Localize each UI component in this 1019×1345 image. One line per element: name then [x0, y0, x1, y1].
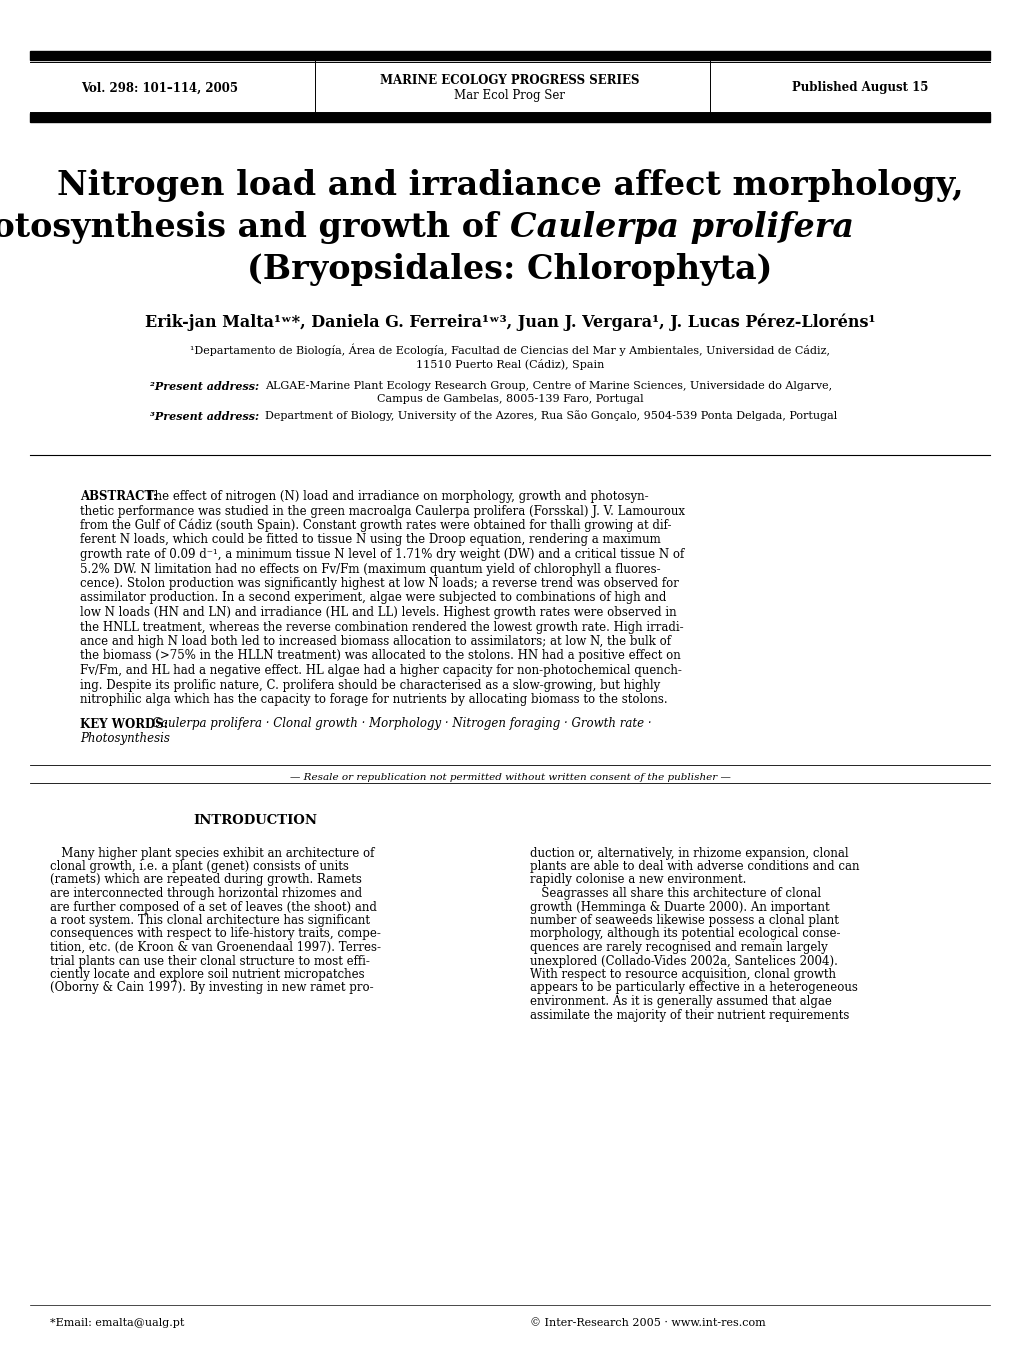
- Text: The effect of nitrogen (N) load and irradiance on morphology, growth and photosy: The effect of nitrogen (N) load and irra…: [143, 490, 648, 503]
- Text: cence). Stolon production was significantly highest at low N loads; a reverse tr: cence). Stolon production was significan…: [79, 577, 679, 590]
- Text: — Resale or republication not permitted without written consent of the publisher: — Resale or republication not permitted …: [289, 772, 730, 781]
- Text: clonal growth, i.e. a plant (genet) consists of units: clonal growth, i.e. a plant (genet) cons…: [50, 859, 348, 873]
- Text: © Inter-Research 2005 · www.int-res.com: © Inter-Research 2005 · www.int-res.com: [530, 1318, 765, 1328]
- Text: Campus de Gambelas, 8005-139 Faro, Portugal: Campus de Gambelas, 8005-139 Faro, Portu…: [376, 394, 643, 404]
- Text: Vol. 298: 101–114, 2005: Vol. 298: 101–114, 2005: [82, 82, 238, 94]
- Text: Many higher plant species exhibit an architecture of: Many higher plant species exhibit an arc…: [50, 846, 374, 859]
- Text: trial plants can use their clonal structure to most effi-: trial plants can use their clonal struct…: [50, 955, 370, 967]
- Text: unexplored (Collado-Vides 2002a, Santelices 2004).: unexplored (Collado-Vides 2002a, Santeli…: [530, 955, 837, 967]
- Text: quences are rarely recognised and remain largely: quences are rarely recognised and remain…: [530, 941, 827, 954]
- Text: ABSTRACT:: ABSTRACT:: [79, 490, 157, 503]
- Text: rapidly colonise a new environment.: rapidly colonise a new environment.: [530, 873, 746, 886]
- Text: consequences with respect to life-history traits, compe-: consequences with respect to life-histor…: [50, 928, 380, 940]
- Text: the biomass (>75% in the HLLN treatment) was allocated to the stolons. HN had a : the biomass (>75% in the HLLN treatment)…: [79, 650, 680, 663]
- Text: Erik-jan Malta¹ʷ*, Daniela G. Ferreira¹ʷ³, Juan J. Vergara¹, J. Lucas Pérez-Llor: Erik-jan Malta¹ʷ*, Daniela G. Ferreira¹ʷ…: [145, 313, 874, 331]
- Text: *Email: emalta@ualg.pt: *Email: emalta@ualg.pt: [50, 1318, 184, 1328]
- Text: ²Present address:: ²Present address:: [150, 381, 259, 391]
- Text: ¹Departamento de Biología, Área de Ecología, Facultad de Ciencias del Mar y Ambi: ¹Departamento de Biología, Área de Ecolo…: [190, 344, 829, 356]
- Text: Seagrasses all share this architecture of clonal: Seagrasses all share this architecture o…: [530, 886, 820, 900]
- Text: INTRODUCTION: INTRODUCTION: [193, 815, 317, 827]
- Text: Caulerpa prolifera: Caulerpa prolifera: [510, 211, 853, 245]
- Bar: [30, 51, 989, 61]
- Text: Mar Ecol Prog Ser: Mar Ecol Prog Ser: [454, 90, 565, 102]
- Text: (Bryopsidales: Chlorophyta): (Bryopsidales: Chlorophyta): [247, 253, 772, 286]
- Text: 5.2% DW. N limitation had no effects on Fv/Fm (maximum quantum yield of chloroph: 5.2% DW. N limitation had no effects on …: [79, 562, 660, 576]
- Text: Caulerpa prolifera · Clonal growth · Morphology · Nitrogen foraging · Growth rat: Caulerpa prolifera · Clonal growth · Mor…: [152, 717, 651, 730]
- Text: thetic performance was studied in the green macroalga Caulerpa prolifera (Forssk: thetic performance was studied in the gr…: [79, 504, 685, 518]
- Text: ance and high N load both led to increased biomass allocation to assimilators; a: ance and high N load both led to increas…: [79, 635, 671, 648]
- Text: (Oborny & Cain 1997). By investing in new ramet pro-: (Oborny & Cain 1997). By investing in ne…: [50, 982, 373, 994]
- Text: Nitrogen load and irradiance affect morphology,: Nitrogen load and irradiance affect morp…: [57, 168, 962, 202]
- Text: ferent N loads, which could be fitted to tissue N using the Droop equation, rend: ferent N loads, which could be fitted to…: [79, 534, 660, 546]
- Text: number of seaweeds likewise possess a clonal plant: number of seaweeds likewise possess a cl…: [530, 915, 838, 927]
- Text: the HNLL treatment, whereas the reverse combination rendered the lowest growth r: the HNLL treatment, whereas the reverse …: [79, 620, 683, 633]
- Text: environment. As it is generally assumed that algae: environment. As it is generally assumed …: [530, 995, 832, 1007]
- Bar: [30, 113, 989, 122]
- Text: Department of Biology, University of the Azores, Rua São Gonçalo, 9504-539 Ponta: Department of Biology, University of the…: [265, 410, 837, 421]
- Text: MARINE ECOLOGY PROGRESS SERIES: MARINE ECOLOGY PROGRESS SERIES: [380, 74, 639, 87]
- Text: assimilate the majority of their nutrient requirements: assimilate the majority of their nutrien…: [530, 1009, 849, 1021]
- Text: from the Gulf of Cádiz (south Spain). Constant growth rates were obtained for th: from the Gulf of Cádiz (south Spain). Co…: [79, 519, 671, 533]
- Text: photosynthesis and growth of: photosynthesis and growth of: [0, 211, 510, 245]
- Text: nitrophilic alga which has the capacity to forage for nutrients by allocating bi: nitrophilic alga which has the capacity …: [79, 693, 667, 706]
- Text: growth rate of 0.09 d⁻¹, a minimum tissue N level of 1.71% dry weight (DW) and a: growth rate of 0.09 d⁻¹, a minimum tissu…: [79, 547, 684, 561]
- Text: ALGAE-Marine Plant Ecology Research Group, Centre of Marine Sciences, Universida: ALGAE-Marine Plant Ecology Research Grou…: [265, 381, 832, 391]
- Text: KEY WORDS:: KEY WORDS:: [79, 717, 168, 730]
- Text: ³Present address:: ³Present address:: [150, 410, 259, 421]
- Text: growth (Hemminga & Duarte 2000). An important: growth (Hemminga & Duarte 2000). An impo…: [530, 901, 828, 913]
- Text: Fv/Fm, and HL had a negative effect. HL algae had a higher capacity for non-phot: Fv/Fm, and HL had a negative effect. HL …: [79, 664, 682, 677]
- Text: Published August 15: Published August 15: [791, 82, 927, 94]
- Text: With respect to resource acquisition, clonal growth: With respect to resource acquisition, cl…: [530, 968, 836, 981]
- Text: ing. Despite its prolific nature, C. prolifera should be characterised as a slow: ing. Despite its prolific nature, C. pro…: [79, 678, 659, 691]
- Text: are further composed of a set of leaves (the shoot) and: are further composed of a set of leaves …: [50, 901, 376, 913]
- Text: a root system. This clonal architecture has significant: a root system. This clonal architecture …: [50, 915, 370, 927]
- Text: (ramets) which are repeated during growth. Ramets: (ramets) which are repeated during growt…: [50, 873, 362, 886]
- Text: duction or, alternatively, in rhizome expansion, clonal: duction or, alternatively, in rhizome ex…: [530, 846, 848, 859]
- Text: low N loads (HN and LN) and irradiance (HL and LL) levels. Highest growth rates : low N loads (HN and LN) and irradiance (…: [79, 607, 676, 619]
- Text: appears to be particularly effective in a heterogeneous: appears to be particularly effective in …: [530, 982, 857, 994]
- Text: Photosynthesis: Photosynthesis: [79, 732, 170, 745]
- Text: ciently locate and explore soil nutrient micropatches: ciently locate and explore soil nutrient…: [50, 968, 364, 981]
- Text: morphology, although its potential ecological conse-: morphology, although its potential ecolo…: [530, 928, 840, 940]
- Text: are interconnected through horizontal rhizomes and: are interconnected through horizontal rh…: [50, 886, 362, 900]
- Text: plants are able to deal with adverse conditions and can: plants are able to deal with adverse con…: [530, 859, 859, 873]
- Text: 11510 Puerto Real (Cádiz), Spain: 11510 Puerto Real (Cádiz), Spain: [416, 359, 603, 370]
- Text: tition, etc. (de Kroon & van Groenendaal 1997). Terres-: tition, etc. (de Kroon & van Groenendaal…: [50, 941, 381, 954]
- Text: assimilator production. In a second experiment, algae were subjected to combinat: assimilator production. In a second expe…: [79, 592, 665, 604]
